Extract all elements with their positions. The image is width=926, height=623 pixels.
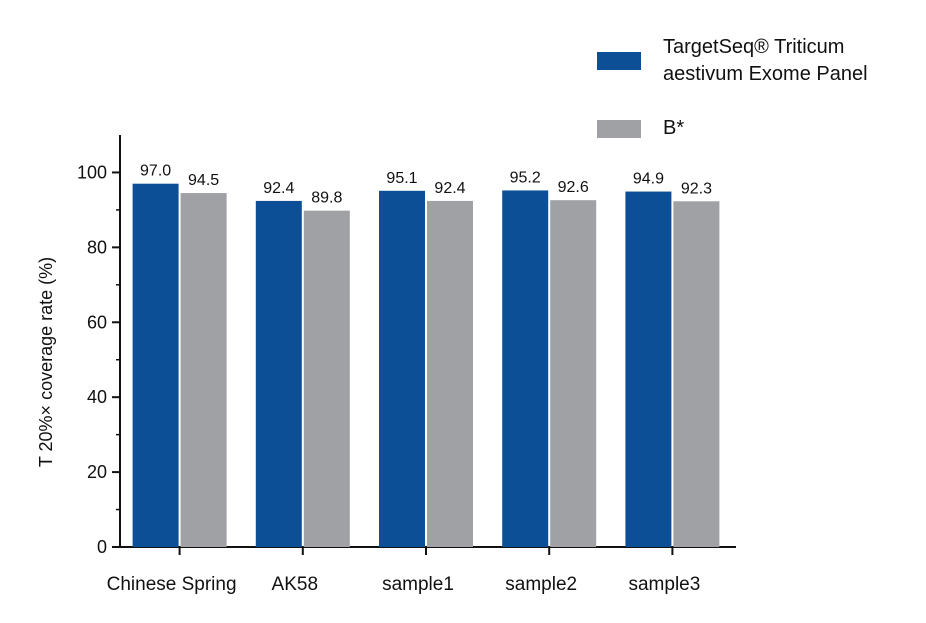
bar-targetseq — [132, 183, 179, 547]
bar-value-label: 94.5 — [188, 172, 219, 189]
bar-value-label: 92.3 — [681, 180, 712, 197]
legend-swatch-targetseq — [597, 52, 641, 70]
y-tick-label: 100 — [77, 162, 107, 182]
bar-value-label: 97.0 — [140, 163, 171, 180]
y-tick-label: 60 — [87, 312, 107, 332]
bars — [132, 183, 720, 548]
legend-label-targetseq: TargetSeq® Triticum aestivum Exome Panel — [663, 36, 868, 85]
bar-value-label: 92.4 — [434, 180, 465, 197]
bar-value-label: 92.6 — [558, 179, 589, 196]
y-axis-label: T 20%× coverage rate (%) — [36, 257, 56, 467]
y-axis: 0 20 40 60 80 100 — [77, 135, 121, 557]
x-category-label: AK58 — [272, 574, 318, 595]
x-category-label: sample2 — [505, 574, 577, 595]
bar-b — [673, 201, 720, 547]
bar-targetseq — [625, 191, 672, 547]
bar-value-label: 89.8 — [311, 190, 342, 207]
bar-value-label: 94.9 — [633, 171, 664, 188]
bar-b — [180, 193, 227, 547]
bar-b — [550, 200, 597, 548]
y-tick-label: 40 — [87, 387, 107, 407]
bar-value-label: 95.1 — [386, 170, 417, 187]
bar-value-label: 92.4 — [263, 180, 294, 197]
legend-item-b: B* — [597, 115, 684, 142]
x-axis: Chinese Spring AK58 sample1 sample2 sample3 — [107, 546, 736, 595]
bar-b — [427, 200, 473, 548]
bar-b — [303, 210, 350, 547]
bar-targetseq — [379, 190, 425, 548]
y-tick-label: 80 — [87, 237, 107, 257]
x-category-label: Chinese Spring — [107, 574, 237, 595]
data-labels: 97.0 94.5 92.4 89.8 95.1 92.4 95.2 92.6 94.9 92.3 — [140, 163, 712, 207]
legend-swatch-b — [597, 120, 641, 138]
x-category-label: sample3 — [628, 574, 700, 595]
bar-targetseq — [502, 190, 549, 547]
y-tick-label: 20 — [87, 462, 107, 482]
legend-label-b: B* — [663, 117, 685, 139]
x-category-label: sample1 — [382, 574, 454, 595]
bar-targetseq — [255, 200, 302, 548]
y-tick-label: 0 — [97, 537, 107, 557]
bar-value-label: 95.2 — [510, 169, 541, 186]
legend-item-targetseq: TargetSeq® Triticum aestivum Exome Panel — [597, 34, 868, 88]
